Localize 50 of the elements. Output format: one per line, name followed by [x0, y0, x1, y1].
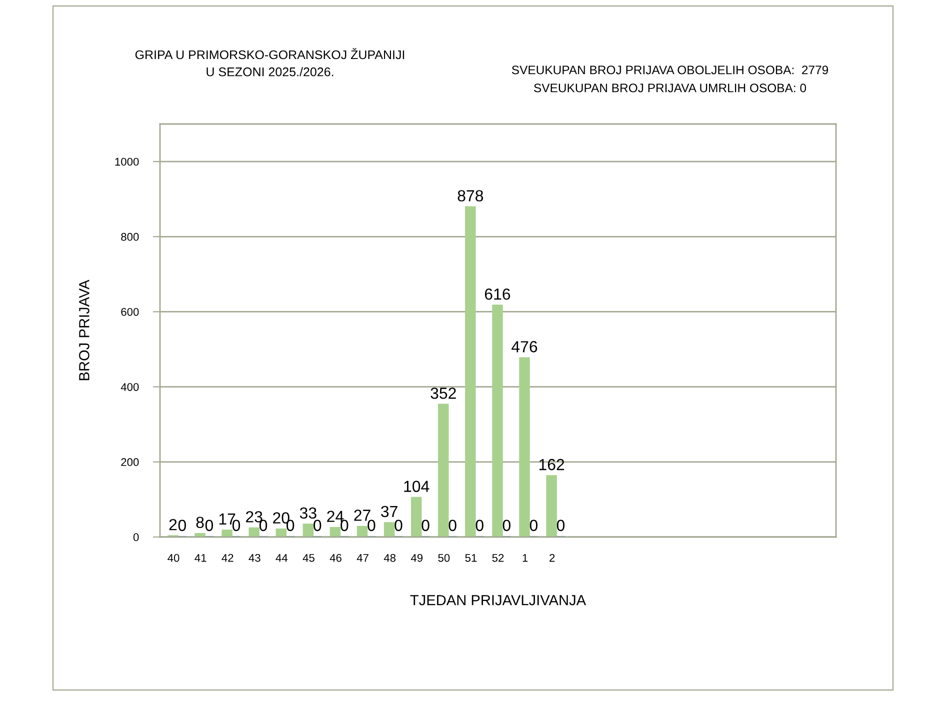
data-label: 476	[512, 341, 538, 352]
y-axis-title: BROJ PRIJAVA	[79, 280, 90, 380]
x-tick-label: 41	[194, 554, 206, 562]
y-tick-label: 0	[133, 533, 139, 542]
data-label: 0	[394, 520, 402, 532]
data-label: 878	[458, 190, 484, 202]
x-tick-label: 52	[492, 554, 504, 562]
text: SVEUKUPAN BROJ PRIJAVA UMRLIH OSOBA: 0	[534, 84, 806, 92]
x-tick-label: 47	[356, 554, 368, 562]
x-axis-title: TJEDAN PRIJAVLJIVANJA	[410, 595, 586, 606]
x-tick-label: 42	[222, 554, 234, 562]
x-tick-label: 44	[276, 554, 288, 562]
data-label: 0	[314, 520, 322, 532]
x-tick-label: 2	[550, 554, 555, 562]
data-label: 0	[205, 520, 214, 532]
data-label: 162	[539, 458, 564, 470]
x-tick-label: 40	[168, 554, 180, 562]
y-tick-label: 1000	[115, 158, 139, 166]
data-label: 8	[196, 516, 204, 528]
data-label: 0	[422, 520, 430, 532]
data-label: 0	[368, 520, 376, 532]
y-tick-label: 600	[121, 308, 139, 316]
data-label: 0	[178, 520, 186, 532]
x-tick-label: 1	[522, 554, 528, 562]
x-tick-label: 50	[438, 554, 450, 562]
x-tick-label: 48	[384, 554, 396, 562]
x-tick-label: 45	[302, 554, 314, 562]
data-label: 24	[327, 510, 344, 522]
data-label: 0	[530, 520, 538, 532]
data-label: 0	[476, 520, 484, 532]
y-tick-label: 400	[120, 383, 139, 391]
y-tick-label: 800	[121, 232, 139, 241]
data-label: 104	[404, 480, 430, 492]
data-label: 2	[169, 519, 177, 530]
x-tick-label: 49	[410, 554, 423, 562]
data-label: 0	[448, 520, 456, 532]
data-label: 0	[502, 520, 510, 532]
x-tick-label: 43	[248, 554, 260, 562]
data-label: 0	[340, 520, 348, 532]
x-tick-label: 51	[465, 554, 477, 562]
chart-title: GRIPA U PRIMORSKO-GORANSKOJ ŽUPANIJI U SEZONI 2025./2026.	[135, 48, 404, 76]
data-label: 0	[556, 520, 565, 532]
x-tick-label: 46	[330, 554, 342, 562]
y-tick-label: 200	[121, 458, 139, 466]
data-label: 37	[381, 506, 398, 518]
text: SVEUKUPAN BROJ PRIJAVA OBOLJELIH OSOBA: 2779	[512, 66, 828, 74]
data-label: 616	[484, 288, 510, 300]
data-label: 27	[354, 510, 370, 521]
data-label: 352	[430, 388, 456, 399]
data-label: 33	[300, 507, 316, 519]
